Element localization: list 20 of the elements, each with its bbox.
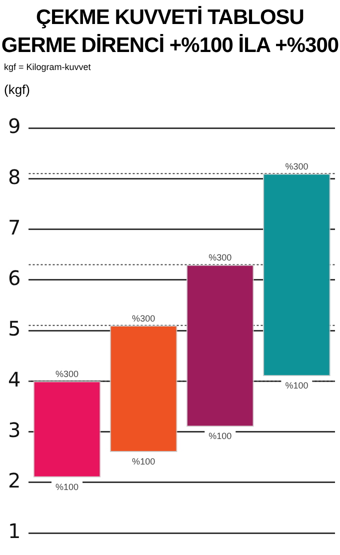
y-tick-label: 3 bbox=[8, 418, 21, 442]
annotation: %100 bbox=[208, 431, 232, 442]
annotation: %300 bbox=[132, 313, 156, 324]
y-tick-label: 9 bbox=[8, 114, 21, 138]
annotation: %100 bbox=[132, 456, 156, 466]
chart-title: ÇEKME KUVVETİ TABLOSU GERME DİRENCİ +%100 İLA +%300 bbox=[0, 5, 340, 59]
y-tick-label: 8 bbox=[8, 164, 21, 189]
chart-subtitle: kgf = Kilogram-kuvvet bbox=[3, 62, 92, 72]
y-tick-label: 4 bbox=[8, 367, 21, 392]
y-axis-title: (kgf) bbox=[3, 82, 31, 97]
y-tick-label: 6 bbox=[8, 266, 21, 290]
annotation: %100 bbox=[285, 380, 308, 391]
annotation: %100 bbox=[55, 482, 79, 492]
annotation: %300 bbox=[55, 369, 79, 380]
y-tick-label: 7 bbox=[8, 215, 21, 240]
y-tick-label: 2 bbox=[8, 468, 21, 493]
y-tick-label: 1 bbox=[8, 519, 21, 544]
annotation: %300 bbox=[208, 252, 232, 263]
annotation: %300 bbox=[285, 162, 308, 172]
y-tick-label: 5 bbox=[8, 316, 21, 341]
